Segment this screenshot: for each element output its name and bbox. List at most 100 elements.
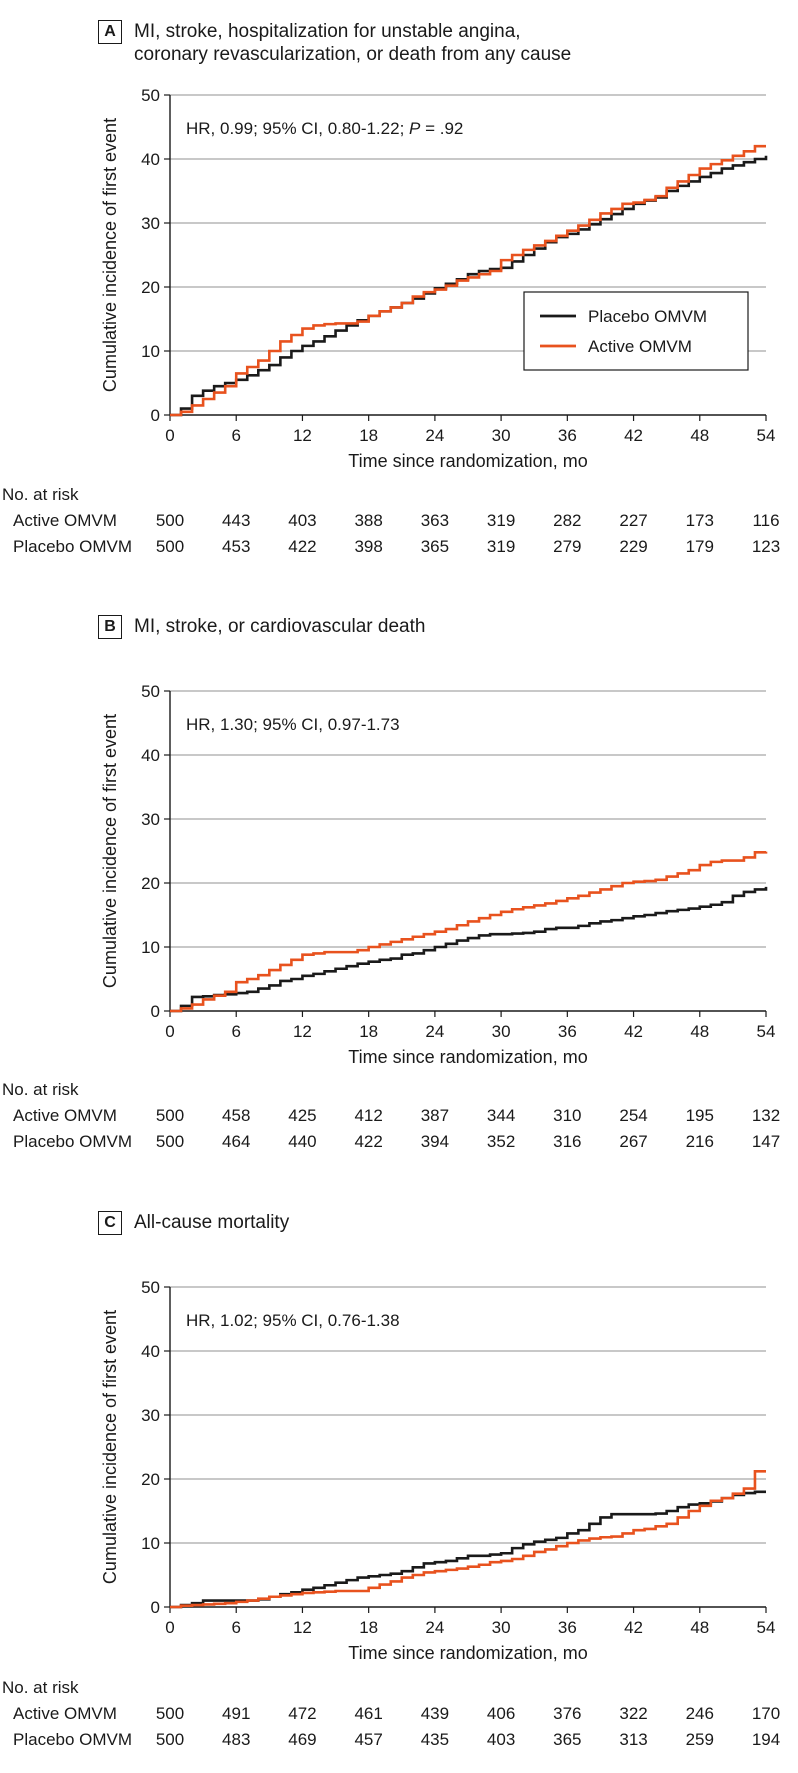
- x-tick-label: 24: [425, 1618, 444, 1637]
- x-tick-label: 42: [624, 1618, 643, 1637]
- hr-annotation: HR, 1.30; 95% CI, 0.97-1.73: [186, 715, 400, 734]
- risk-cell: 443: [222, 511, 251, 530]
- chart-b: 0 10 20 30 40 50 0 6 12 18 24 30 36 42 48 54 Time since …: [100, 682, 776, 1067]
- x-tick-label: 24: [425, 426, 444, 445]
- risk-cell: 453: [222, 537, 251, 556]
- active-series-line: [170, 850, 768, 1013]
- risk-cell: 491: [222, 1704, 251, 1723]
- panel-c-header: C All-cause mortality: [98, 1211, 289, 1237]
- y-tick-label: 50: [141, 1278, 160, 1297]
- x-tick-label: 36: [558, 1022, 577, 1041]
- x-tick-label: 54: [757, 1022, 776, 1041]
- hr-annotation: HR, 1.02; 95% CI, 0.76-1.38: [186, 1311, 400, 1330]
- chart-c: 0 10 20 30 40 50 0 6 12 18 24 30 36 42 48 54 Time since …: [100, 1278, 776, 1663]
- risk-cell: 500: [155, 1704, 185, 1723]
- y-tick-label: 10: [141, 938, 160, 957]
- risk-cell: 500: [155, 537, 185, 556]
- risk-row-label: Placebo OMVM: [13, 1730, 133, 1749]
- x-tick-label: 12: [293, 1618, 312, 1637]
- risk-cell: 412: [354, 1106, 383, 1125]
- risk-cell: 469: [288, 1730, 317, 1749]
- x-tick-label: 54: [757, 1618, 776, 1637]
- y-tick-label: 40: [141, 1342, 160, 1361]
- panel-c-letter: C: [98, 1211, 122, 1235]
- y-tick-label: 10: [141, 342, 160, 361]
- risk-table-title: No. at risk: [2, 1080, 79, 1099]
- risk-cell: 422: [354, 1132, 383, 1151]
- y-tick-label: 0: [151, 406, 160, 425]
- x-tick-label: 42: [624, 1022, 643, 1041]
- y-tick-label: 40: [141, 746, 160, 765]
- chart-a: 0 10 20 30 40 50 0 6 12 18 24 30 36 42 48 54 Time since …: [100, 86, 775, 471]
- y-tick-label: 0: [151, 1598, 160, 1617]
- x-tick-label: 0: [165, 1618, 174, 1637]
- y-axis-label: Cumulative incidence of first event: [100, 118, 120, 392]
- risk-cell: 425: [288, 1106, 317, 1125]
- x-tick-label: 48: [690, 1618, 709, 1637]
- risk-cell: 216: [685, 1132, 714, 1151]
- x-axis-label: Time since randomization, mo: [348, 1643, 587, 1663]
- risk-cell: 422: [288, 537, 317, 556]
- risk-cell: 352: [486, 1132, 516, 1151]
- hr-annotation: HR, 0.99; 95% CI, 0.80-1.22; P = .92: [186, 119, 463, 138]
- active-series-line: [170, 144, 766, 417]
- x-tick-label: 0: [165, 426, 174, 445]
- risk-row-label: Active OMVM: [13, 511, 117, 530]
- risk-cell: 322: [619, 1704, 648, 1723]
- risk-cell: 319: [486, 511, 516, 530]
- risk-cell: 394: [420, 1132, 450, 1151]
- risk-cell: 267: [619, 1132, 648, 1151]
- x-tick-label: 24: [425, 1022, 444, 1041]
- risk-table-row: Placebo OMVM 500 464 440 422 394 352 316 267 216 1…: [0, 1132, 798, 1154]
- risk-cell: 282: [553, 511, 582, 530]
- x-tick-label: 0: [165, 1022, 174, 1041]
- risk-cell: 316: [553, 1132, 582, 1151]
- risk-cell: 365: [553, 1730, 582, 1749]
- placebo-series-line: [170, 886, 768, 1013]
- legend-box: [523, 291, 749, 371]
- x-axis-label: Time since randomization, mo: [348, 451, 587, 471]
- y-tick-label: 30: [141, 810, 160, 829]
- y-tick-label: 40: [141, 150, 160, 169]
- risk-cell: 170: [751, 1704, 781, 1723]
- risk-cell: 259: [685, 1730, 714, 1749]
- y-tick-label: 20: [141, 278, 160, 297]
- y-axis-label: Cumulative incidence of first event: [100, 714, 120, 988]
- risk-cell: 500: [155, 1106, 185, 1125]
- x-tick-label: 36: [558, 1618, 577, 1637]
- risk-row-label: Placebo OMVM: [13, 537, 133, 556]
- risk-cell: 403: [288, 511, 317, 530]
- risk-cell: 229: [619, 537, 648, 556]
- risk-cell: 388: [354, 511, 383, 530]
- risk-cell: 461: [354, 1704, 383, 1723]
- y-tick-label: 30: [141, 214, 160, 233]
- x-tick-label: 42: [624, 426, 643, 445]
- panel-c-title: All-cause mortality: [134, 1212, 290, 1233]
- panel-b-title: MI, stroke, or cardiovascular death: [134, 616, 426, 637]
- x-axis-label: Time since randomization, mo: [348, 1047, 587, 1067]
- risk-cell: 472: [288, 1704, 317, 1723]
- x-tick-label: 30: [492, 1022, 511, 1041]
- risk-cell: 246: [685, 1704, 714, 1723]
- risk-cell: 500: [155, 1730, 185, 1749]
- risk-cell: 194: [751, 1730, 781, 1749]
- risk-cell: 313: [619, 1730, 648, 1749]
- panel-a-title: MI, stroke, hospitalization for unstable…: [134, 21, 572, 65]
- x-tick-label: 30: [492, 426, 511, 445]
- risk-cell: 179: [685, 537, 714, 556]
- risk-cell: 387: [420, 1106, 450, 1125]
- risk-cell: 147: [751, 1132, 781, 1151]
- risk-cell: 319: [486, 537, 516, 556]
- x-tick-label: 18: [359, 1022, 378, 1041]
- y-tick-label: 20: [141, 874, 160, 893]
- panel-a-header: A MI, stroke, hospitalization for unstab…: [98, 20, 571, 65]
- risk-cell: 195: [685, 1106, 714, 1125]
- panel-b-letter: B: [98, 615, 122, 639]
- risk-table-row: Active OMVM 500 491 472 461 439 406 376 322 246 17…: [0, 1704, 798, 1726]
- panel-b-header: B MI, stroke, or cardiovascular death: [98, 615, 425, 641]
- x-tick-label: 48: [690, 426, 709, 445]
- x-tick-label: 6: [231, 426, 240, 445]
- risk-cell: 435: [420, 1730, 450, 1749]
- placebo-series-line: [170, 1490, 766, 1609]
- risk-cell: 458: [222, 1106, 251, 1125]
